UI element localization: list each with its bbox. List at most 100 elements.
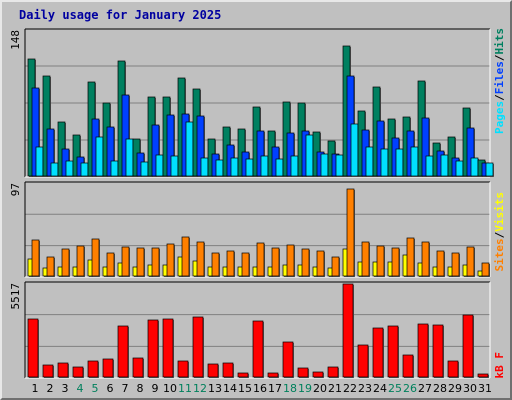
bar-files-day-9 (151, 124, 160, 177)
day-label-30: 30 (463, 382, 477, 395)
bar-files-day-24 (376, 120, 385, 177)
bar-pages-day-6 (110, 160, 119, 177)
bar-pages-day-28 (440, 154, 449, 177)
day-label-1: 1 (32, 382, 39, 395)
day-label-16: 16 (253, 382, 267, 395)
bar-kbytes-day-19 (297, 367, 309, 378)
bar-sites-day-9 (151, 247, 160, 277)
bar-kbytes-day-7 (117, 325, 129, 378)
bar-kbytes-day-11 (177, 360, 189, 378)
bar-sites-day-18 (286, 244, 295, 277)
day-label-7: 7 (122, 382, 129, 395)
bar-pages-day-25 (395, 148, 404, 177)
bar-pages-day-7 (125, 138, 134, 177)
bar-sites-day-24 (376, 245, 385, 277)
day-label-17: 17 (268, 382, 282, 395)
bar-kbytes-day-31 (477, 373, 489, 378)
bar-kbytes-day-23 (357, 344, 369, 378)
bar-kbytes-day-30 (462, 314, 474, 378)
bar-kbytes-day-5 (87, 360, 99, 378)
day-label-13: 13 (208, 382, 222, 395)
bar-pages-day-31 (485, 162, 494, 177)
legend-sep: / (493, 54, 506, 61)
day-label-12: 12 (193, 382, 207, 395)
bar-pages-day-8 (140, 161, 149, 177)
bar-pages-day-4 (80, 162, 89, 177)
bar-sites-day-29 (451, 252, 460, 277)
bar-sites-day-10 (166, 243, 175, 277)
day-label-2: 2 (47, 382, 54, 395)
bar-sites-day-31 (481, 262, 490, 277)
bar-kbytes-day-20 (312, 371, 324, 378)
bar-sites-day-14 (226, 250, 235, 277)
bar-kbytes-day-4 (72, 366, 84, 378)
bar-sites-day-2 (46, 256, 55, 277)
bar-kbytes-day-13 (207, 363, 219, 378)
legend-sites-visits: Sites/Visits (493, 192, 506, 272)
day-label-6: 6 (107, 382, 114, 395)
bar-pages-day-20 (320, 153, 329, 177)
bar-files-day-1 (31, 87, 40, 177)
bar-sites-day-12 (196, 241, 205, 277)
day-label-15: 15 (238, 382, 252, 395)
bar-sites-day-23 (361, 241, 370, 277)
bar-sites-day-13 (211, 252, 220, 277)
bar-pages-day-21 (335, 154, 344, 177)
bar-sites-day-6 (106, 252, 115, 277)
day-label-20: 20 (313, 382, 327, 395)
day-label-28: 28 (433, 382, 447, 395)
bar-hits-day-2 (42, 75, 51, 177)
day-label-26: 26 (403, 382, 417, 395)
bar-kbytes-day-1 (27, 318, 39, 378)
bar-pages-day-22 (350, 123, 359, 177)
bar-kbytes-day-22 (342, 283, 354, 378)
bar-pages-day-27 (425, 155, 434, 177)
legend-kbytes: kB F (493, 352, 506, 379)
ymax-label-3: 5517 (9, 283, 22, 310)
bar-files-day-27 (421, 117, 430, 177)
bar-kbytes-day-25 (387, 325, 399, 378)
bar-sites-day-22 (346, 188, 355, 277)
bar-pages-day-3 (65, 160, 74, 177)
bar-kbytes-day-8 (132, 357, 144, 378)
day-label-9: 9 (152, 382, 159, 395)
bar-pages-day-26 (410, 146, 419, 177)
bar-sites-day-20 (316, 250, 325, 277)
bar-pages-day-11 (185, 121, 194, 177)
bar-pages-day-1 (35, 146, 44, 177)
day-label-23: 23 (358, 382, 372, 395)
bar-pages-day-17 (275, 158, 284, 177)
bar-kbytes-day-18 (282, 341, 294, 378)
bar-pages-day-30 (470, 157, 479, 177)
bar-pages-day-23 (365, 146, 374, 177)
day-label-11: 11 (178, 382, 192, 395)
day-label-4: 4 (77, 382, 84, 395)
bar-files-day-10 (166, 114, 175, 177)
bar-sites-day-25 (391, 247, 400, 277)
bar-pages-day-19 (305, 134, 314, 177)
bar-sites-day-30 (466, 246, 475, 277)
bar-pages-day-10 (170, 155, 179, 177)
bar-pages-day-14 (230, 157, 239, 177)
bar-pages-day-5 (95, 136, 104, 177)
bar-pages-day-9 (155, 154, 164, 177)
day-label-19: 19 (298, 382, 312, 395)
bar-sites-day-17 (271, 247, 280, 277)
legend-pages: Pages (493, 101, 506, 134)
day-label-21: 21 (328, 382, 342, 395)
bar-kbytes-day-3 (57, 362, 69, 378)
bar-hits-day-4 (72, 134, 81, 177)
ymax-label-1: 148 (9, 30, 22, 50)
bar-pages-day-16 (260, 155, 269, 177)
bar-sites-day-16 (256, 242, 265, 277)
bar-files-day-2 (46, 128, 55, 177)
legend-files: Files (493, 61, 506, 94)
day-label-29: 29 (448, 382, 462, 395)
bar-files-day-18 (286, 132, 295, 177)
day-label-10: 10 (163, 382, 177, 395)
bar-sites-day-4 (76, 245, 85, 277)
legend-hits-files-pages: Pages/Files/Hits (493, 28, 506, 134)
bar-sites-day-8 (136, 247, 145, 277)
bar-pages-day-24 (380, 148, 389, 177)
